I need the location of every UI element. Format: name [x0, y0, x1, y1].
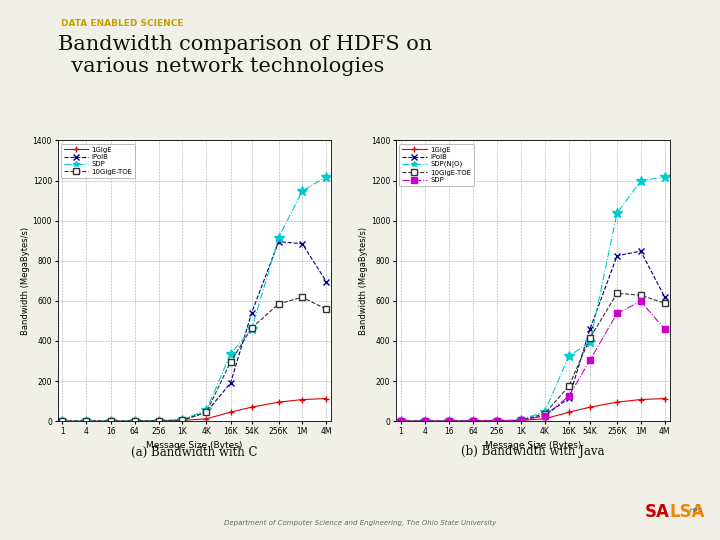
Text: HPC: HPC	[690, 508, 703, 513]
Text: various network technologies: various network technologies	[58, 57, 384, 76]
Legend: 1GigE, IPoIB, SDP(N|O), 10GigE-TOE, SDP: 1GigE, IPoIB, SDP(N|O), 10GigE-TOE, SDP	[400, 144, 474, 186]
Legend: 1GigE, IPoIB, SDP, 10GigE-TOE: 1GigE, IPoIB, SDP, 10GigE-TOE	[61, 144, 135, 178]
Text: (b) Bandwidth with Java: (b) Bandwidth with Java	[461, 446, 605, 458]
Text: Department of Computer Science and Engineering, The Ohio State University: Department of Computer Science and Engin…	[224, 521, 496, 526]
X-axis label: Message Size (Bytes): Message Size (Bytes)	[485, 441, 581, 450]
Y-axis label: Bandwidth (MegaBytes/s): Bandwidth (MegaBytes/s)	[21, 227, 30, 335]
X-axis label: Message Size (Bytes): Message Size (Bytes)	[146, 441, 243, 450]
Text: (a) Bandwidth with C: (a) Bandwidth with C	[131, 446, 258, 458]
Text: SA: SA	[644, 503, 670, 521]
Text: Bandwidth comparison of HDFS on: Bandwidth comparison of HDFS on	[58, 35, 432, 54]
Text: DATA ENABLED SCIENCE: DATA ENABLED SCIENCE	[61, 19, 184, 28]
Text: LSA: LSA	[670, 503, 705, 521]
Y-axis label: Bandwidth (MegaBytes/s): Bandwidth (MegaBytes/s)	[359, 227, 369, 335]
